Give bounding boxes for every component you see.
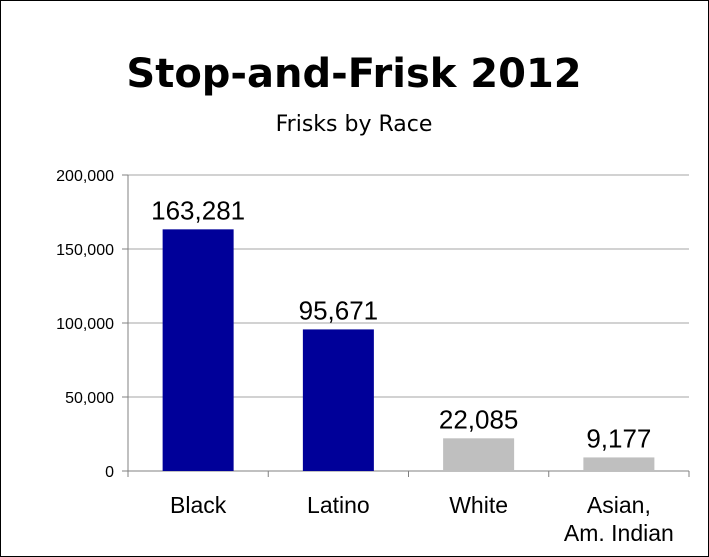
data-label: 22,085 [439, 404, 519, 434]
y-tick-label: 200,000 [56, 168, 114, 185]
y-tick-label: 150,000 [56, 242, 114, 259]
bar-0 [162, 229, 234, 471]
data-label: 163,281 [151, 195, 245, 225]
y-tick-label: 50,000 [65, 390, 114, 407]
category-label: Am. Indian [564, 520, 674, 546]
category-label: Latino [307, 492, 370, 518]
category-label: Black [170, 492, 227, 518]
bar-3 [583, 457, 655, 471]
chart-subtitle: Frisks by Race [276, 112, 433, 137]
y-tick-label: 100,000 [56, 316, 114, 333]
bar-1 [302, 329, 374, 471]
data-label: 95,671 [299, 295, 379, 325]
y-tick-label: 0 [105, 464, 114, 481]
bar-2 [443, 438, 515, 471]
category-label: White [449, 492, 508, 518]
category-label: Asian, [587, 492, 651, 518]
data-label: 9,177 [586, 423, 651, 453]
chart-title: Stop-and-Frisk 2012 [126, 51, 581, 97]
